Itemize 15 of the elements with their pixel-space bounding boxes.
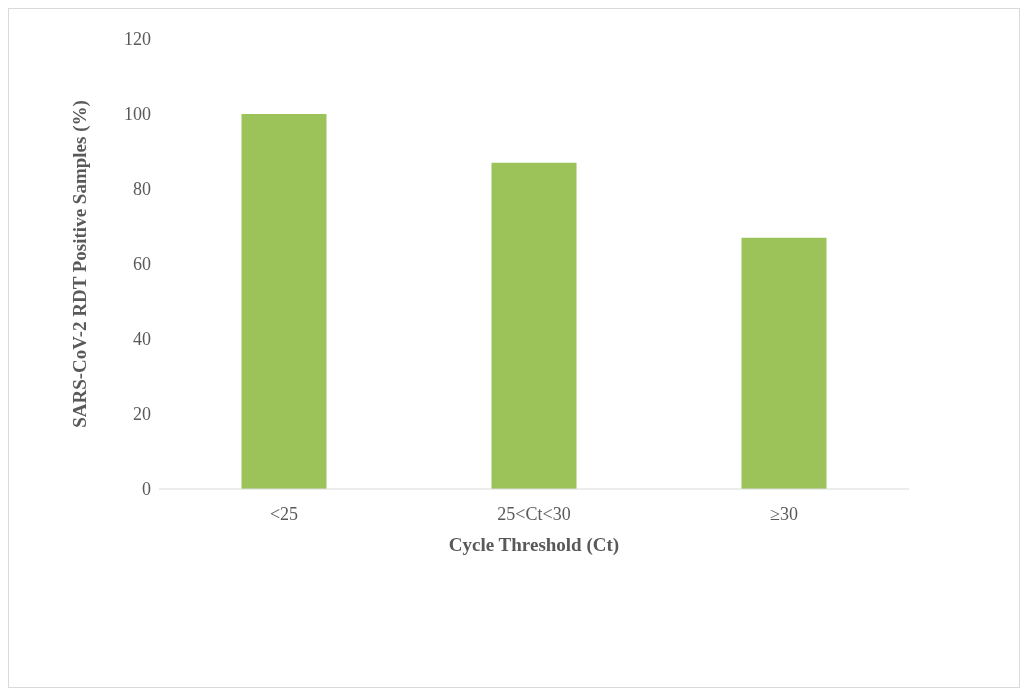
x-tick-label: 25<Ct<30: [497, 503, 571, 524]
bar: [741, 237, 827, 489]
bar: [491, 162, 577, 489]
x-axis-title: Cycle Threshold (Ct): [448, 534, 620, 556]
y-tick-label: 40: [133, 329, 151, 350]
y-tick-label: 60: [133, 254, 151, 275]
y-tick-label: 80: [133, 179, 151, 200]
y-tick-label: 120: [124, 29, 151, 50]
y-tick-label: 100: [124, 104, 151, 125]
y-axis-title: SARS-CoV-2 RDT Positive Samples (%): [68, 100, 91, 428]
bar: [241, 114, 327, 489]
x-tick-label: ≥30: [770, 503, 798, 524]
x-tick-label: <25: [269, 503, 299, 524]
y-tick-label: 0: [142, 479, 151, 500]
y-tick-label: 20: [133, 404, 151, 425]
